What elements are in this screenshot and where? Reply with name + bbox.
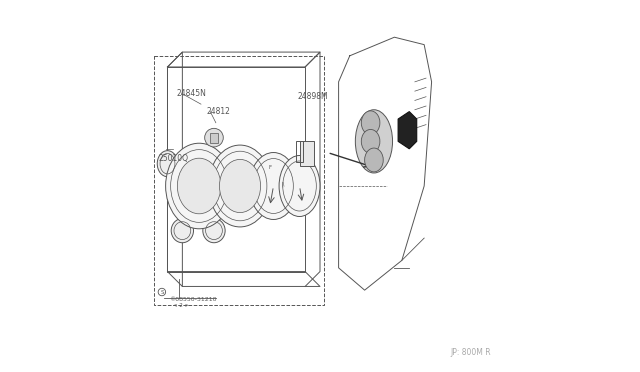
Text: 24812: 24812 [207, 107, 230, 116]
Text: < 2 >: < 2 > [173, 303, 189, 308]
Text: S: S [160, 289, 164, 295]
Ellipse shape [172, 219, 193, 243]
Text: JP: 800M R: JP: 800M R [451, 348, 491, 357]
Ellipse shape [209, 145, 271, 227]
Ellipse shape [355, 110, 392, 173]
Ellipse shape [250, 153, 298, 219]
Ellipse shape [220, 160, 260, 213]
Text: 25010Q: 25010Q [158, 154, 188, 163]
Ellipse shape [157, 151, 178, 177]
Text: 24845N: 24845N [177, 89, 207, 97]
Text: F: F [268, 165, 271, 170]
Ellipse shape [203, 219, 225, 243]
Ellipse shape [362, 129, 380, 153]
Text: |\: |\ [281, 182, 285, 187]
Ellipse shape [166, 143, 232, 229]
Ellipse shape [365, 148, 383, 172]
Ellipse shape [279, 155, 320, 217]
Ellipse shape [362, 111, 380, 135]
Ellipse shape [177, 158, 221, 214]
Text: ©08550-31210: ©08550-31210 [170, 297, 217, 302]
Text: 24898M: 24898M [298, 92, 328, 101]
Bar [211, 133, 218, 143]
Ellipse shape [205, 128, 223, 147]
Bar [296, 141, 303, 162]
Bar [300, 141, 314, 166]
Polygon shape [398, 112, 417, 149]
